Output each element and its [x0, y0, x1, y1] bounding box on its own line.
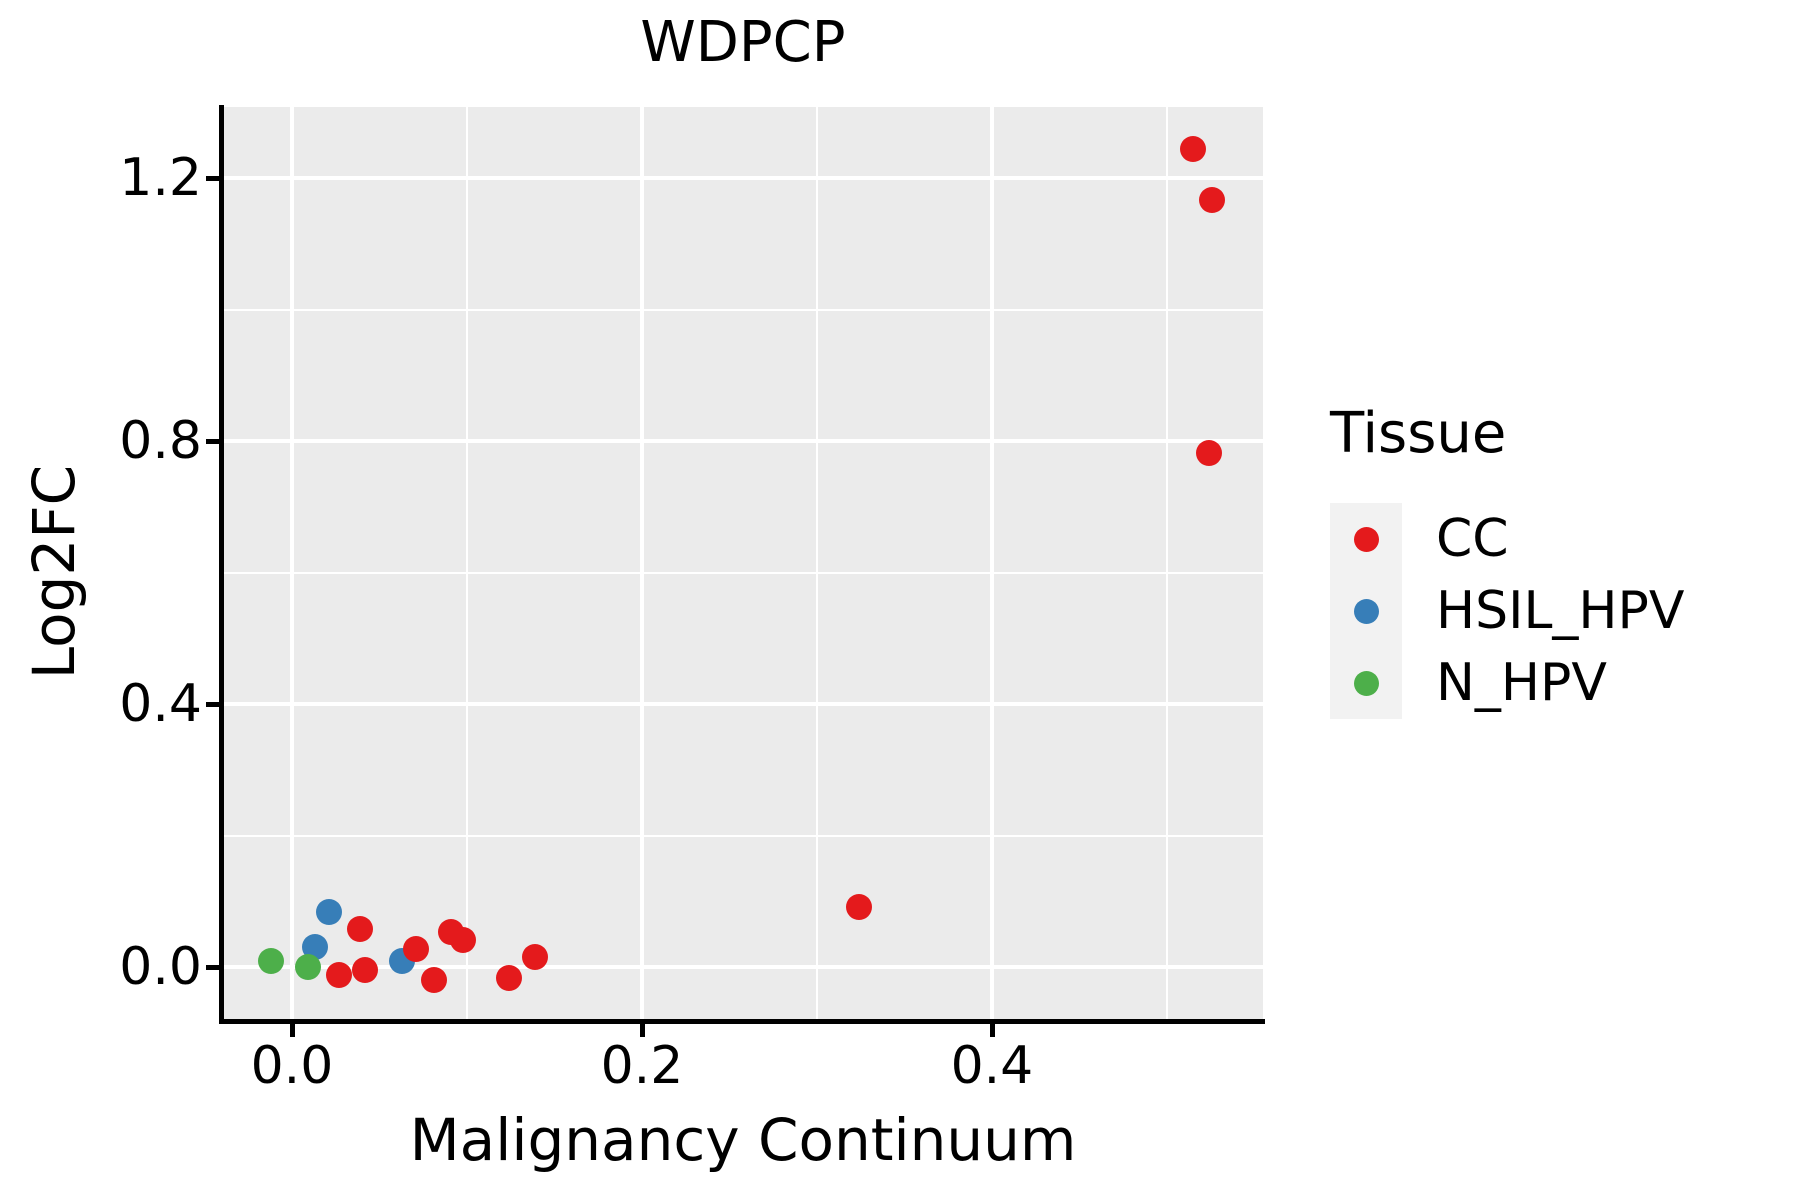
- plot-title: WDPCP: [640, 10, 846, 75]
- legend-dot-icon: [1353, 670, 1379, 696]
- data-point-hsil_hpv: [315, 898, 342, 925]
- data-point-n_hpv: [294, 954, 321, 981]
- y-tick-label: 1.2: [119, 148, 202, 208]
- data-point-cc: [403, 936, 430, 963]
- data-point-cc: [1195, 439, 1222, 466]
- data-point-cc: [845, 894, 872, 921]
- x-axis-spine: [219, 1019, 1265, 1024]
- x-tick-mark: [289, 1024, 295, 1037]
- data-point-cc: [495, 965, 522, 992]
- x-minor-gridline: [465, 107, 468, 1021]
- legend-key: [1330, 647, 1402, 719]
- data-point-cc: [420, 967, 447, 994]
- y-tick-label: 0.8: [119, 411, 202, 471]
- plot-panel: [223, 107, 1263, 1021]
- x-tick-mark: [639, 1024, 645, 1037]
- legend-title: Tissue: [1330, 401, 1507, 466]
- x-major-gridline: [639, 107, 644, 1021]
- data-point-n_hpv: [257, 948, 284, 975]
- y-tick-label: 0.4: [119, 674, 202, 735]
- x-major-gridline: [989, 107, 994, 1021]
- data-point-cc: [522, 944, 549, 971]
- legend-key: [1330, 575, 1402, 647]
- y-minor-gridline: [223, 834, 1263, 837]
- y-tick-label: 0.0: [119, 937, 202, 998]
- legend-entry-n_hpv: N_HPV: [1330, 647, 1750, 719]
- legend-label: CC: [1436, 509, 1509, 569]
- x-tick-label: 0.4: [950, 1036, 1034, 1096]
- y-major-gridline: [223, 702, 1263, 707]
- legend-entry-cc: CC: [1330, 503, 1750, 575]
- legend-key: [1330, 503, 1402, 575]
- y-axis-spine: [219, 105, 224, 1023]
- y-major-gridline: [223, 965, 1263, 970]
- data-point-cc: [1180, 136, 1207, 163]
- y-tick-mark: [206, 439, 219, 444]
- y-minor-gridline: [223, 571, 1263, 574]
- y-major-gridline: [223, 176, 1263, 180]
- y-axis-title: Log2FC: [20, 464, 88, 680]
- y-tick-mark: [206, 702, 219, 708]
- x-major-gridline: [289, 107, 294, 1021]
- x-minor-gridline: [815, 107, 818, 1021]
- legend-rows: CC HSIL_HPV N_HPV: [1330, 503, 1750, 719]
- data-point-cc: [347, 915, 374, 942]
- x-tick-mark: [989, 1024, 995, 1037]
- data-point-cc: [450, 927, 477, 954]
- x-tick-label: 0.2: [600, 1036, 684, 1096]
- y-major-gridline: [223, 439, 1263, 443]
- y-tick-mark: [206, 965, 219, 971]
- x-tick-label: 0.0: [250, 1036, 334, 1096]
- legend-label: N_HPV: [1436, 653, 1607, 713]
- legend-entry-hsil_hpv: HSIL_HPV: [1330, 575, 1750, 647]
- legend-dot-icon: [1353, 598, 1379, 624]
- y-minor-gridline: [223, 308, 1263, 311]
- data-point-cc: [1199, 186, 1226, 213]
- legend-dot-icon: [1353, 526, 1379, 552]
- data-point-cc: [326, 961, 353, 988]
- x-minor-gridline: [1165, 107, 1168, 1021]
- legend-label: HSIL_HPV: [1436, 581, 1685, 641]
- x-axis-title: Malignancy Continuum: [409, 1106, 1077, 1174]
- legend: Tissue CC HSIL_HPV N_HPV: [1330, 402, 1750, 719]
- y-tick-mark: [206, 176, 219, 181]
- data-point-cc: [352, 957, 379, 984]
